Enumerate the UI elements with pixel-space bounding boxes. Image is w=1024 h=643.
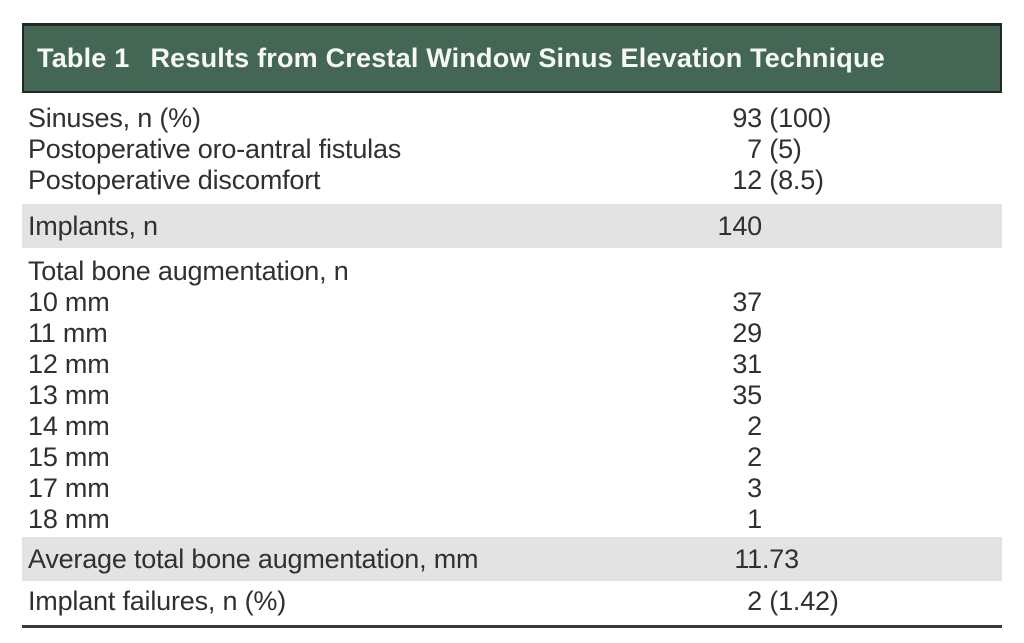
row-value: 31 xyxy=(732,349,762,379)
row-value: 37 xyxy=(732,287,762,317)
table-section: Implant failures, n (%) 2 (1.42) xyxy=(22,581,1002,625)
table-section: Sinuses, n (%) 93 (100) Postoperative oro-… xyxy=(22,93,1002,204)
table-row: 14 mm 2 xyxy=(22,411,1002,442)
row-value-suffix: (8.5) xyxy=(762,165,824,195)
row-value-suffix: (100) xyxy=(762,103,832,133)
row-value: 2 xyxy=(747,411,762,441)
row-value: 11.73 xyxy=(734,544,799,574)
row-value-suffix: .73 xyxy=(762,544,799,574)
table-row: Postoperative discomfort 12 (8.5) xyxy=(22,165,1002,196)
table-row-shaded: Average total bone augmentation, mm 11.73 xyxy=(22,537,1002,581)
row-value: 140 xyxy=(717,211,763,241)
table-row: 17 mm 3 xyxy=(22,473,1002,504)
table-title: Results from Crestal Window Sinus Elevat… xyxy=(150,43,885,73)
row-label: Sinuses, n (%) xyxy=(28,103,201,133)
table-row: Implant failures, n (%) 2 (1.42) xyxy=(22,586,1002,617)
row-value-suffix: (1.42) xyxy=(762,586,839,616)
table-body: Sinuses, n (%) 93 (100) Postoperative oro-… xyxy=(22,93,1002,625)
row-value: 12 (8.5) xyxy=(732,165,824,195)
row-label: Average total bone augmentation, mm xyxy=(28,544,479,574)
row-value: 2 xyxy=(747,442,762,472)
row-label: 11 mm xyxy=(28,318,108,348)
row-label: 15 mm xyxy=(28,442,110,472)
row-label: 10 mm xyxy=(28,287,110,317)
row-label: 17 mm xyxy=(28,473,110,503)
row-label: 18 mm xyxy=(28,504,110,534)
table-row: 15 mm 2 xyxy=(22,442,1002,473)
results-table: Table 1 Results from Crestal Window Sinu… xyxy=(22,23,1002,628)
table-row: 12 mm 31 xyxy=(22,349,1002,380)
table-row: Postoperative oro-antral fistulas 7 (5) xyxy=(22,134,1002,165)
table-header-bar: Table 1 Results from Crestal Window Sinu… xyxy=(22,23,1002,93)
row-label: 14 mm xyxy=(28,411,110,441)
row-label: Implants, n xyxy=(28,211,158,241)
table-row: 10 mm 37 xyxy=(22,287,1002,318)
row-label: 12 mm xyxy=(28,349,110,379)
table-section: Total bone augmentation, n 10 mm 37 11 mm 29… xyxy=(22,248,1002,537)
row-value: 93 (100) xyxy=(732,103,832,133)
row-label: Implant failures, n (%) xyxy=(28,586,286,616)
table-row: Total bone augmentation, n xyxy=(22,256,1002,287)
row-value: 7 (5) xyxy=(747,134,802,164)
table-row: 11 mm 29 xyxy=(22,318,1002,349)
table-number: Table 1 xyxy=(37,43,130,73)
table-row: 13 mm 35 xyxy=(22,380,1002,411)
table-row-shaded: Implants, n 140 xyxy=(22,204,1002,248)
row-value-suffix: (5) xyxy=(762,134,802,164)
row-value: 29 xyxy=(732,318,762,348)
row-label: Postoperative discomfort xyxy=(28,165,321,195)
row-label: Total bone augmentation, n xyxy=(28,256,349,286)
row-value: 3 xyxy=(747,473,762,503)
table-row: Sinuses, n (%) 93 (100) xyxy=(22,103,1002,134)
row-value: 35 xyxy=(732,380,762,410)
row-value: 1 xyxy=(747,504,762,534)
row-value: 2 (1.42) xyxy=(747,586,839,616)
row-label: 13 mm xyxy=(28,380,110,410)
table-row: 18 mm 1 xyxy=(22,504,1002,535)
row-label: Postoperative oro-antral fistulas xyxy=(28,134,402,164)
